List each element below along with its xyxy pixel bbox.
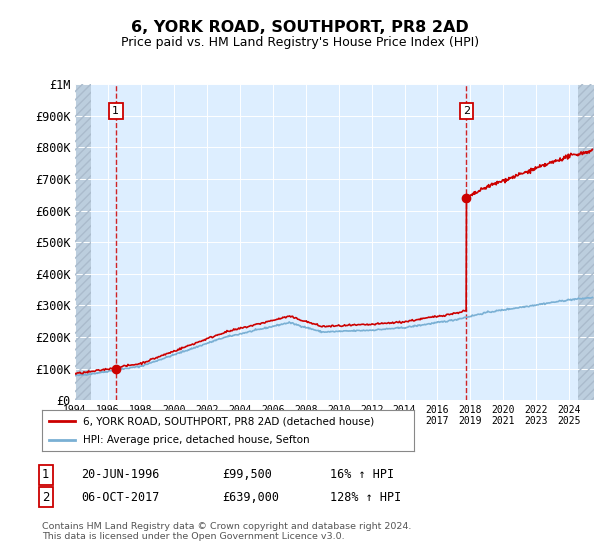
Text: 1: 1: [42, 468, 50, 482]
Text: £99,500: £99,500: [222, 468, 272, 482]
Text: 06-OCT-2017: 06-OCT-2017: [81, 491, 160, 504]
Text: 2: 2: [463, 106, 470, 116]
Text: 6, YORK ROAD, SOUTHPORT, PR8 2AD (detached house): 6, YORK ROAD, SOUTHPORT, PR8 2AD (detach…: [83, 417, 374, 426]
Text: 20-JUN-1996: 20-JUN-1996: [81, 468, 160, 482]
Text: Price paid vs. HM Land Registry's House Price Index (HPI): Price paid vs. HM Land Registry's House …: [121, 36, 479, 49]
Text: 2: 2: [42, 491, 50, 504]
Text: £639,000: £639,000: [222, 491, 279, 504]
Bar: [75, 84, 91, 400]
Bar: [75, 84, 91, 400]
Bar: [578, 84, 600, 400]
Text: 128% ↑ HPI: 128% ↑ HPI: [330, 491, 401, 504]
Text: 1: 1: [112, 106, 119, 116]
Text: Contains HM Land Registry data © Crown copyright and database right 2024.
This d: Contains HM Land Registry data © Crown c…: [42, 522, 412, 542]
Bar: [578, 84, 600, 400]
Text: HPI: Average price, detached house, Sefton: HPI: Average price, detached house, Seft…: [83, 435, 310, 445]
Text: 16% ↑ HPI: 16% ↑ HPI: [330, 468, 394, 482]
Text: 6, YORK ROAD, SOUTHPORT, PR8 2AD: 6, YORK ROAD, SOUTHPORT, PR8 2AD: [131, 20, 469, 35]
